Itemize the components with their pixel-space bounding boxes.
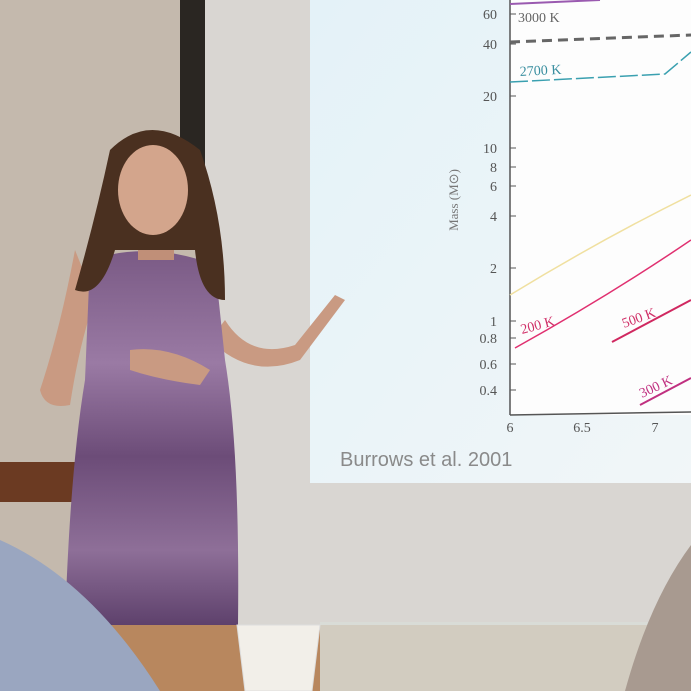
dress xyxy=(65,251,239,625)
x-axis xyxy=(509,411,691,416)
x-tick-label: 7 xyxy=(652,421,659,436)
curve xyxy=(509,33,691,44)
y-tick-label: 10 xyxy=(483,142,497,157)
y-tick-label: 2 xyxy=(490,262,497,277)
person-foreground xyxy=(625,545,691,691)
y-axis-label: Mass (M⊙) xyxy=(446,169,461,231)
face xyxy=(118,145,188,235)
y-tick-label: 4 xyxy=(490,210,497,225)
y-tick-label: 20 xyxy=(483,90,497,105)
ledge xyxy=(0,462,75,502)
x-tick-label: 6.5 xyxy=(573,421,591,436)
hands xyxy=(130,349,210,385)
curve-label: 3000 K xyxy=(518,11,560,26)
cup xyxy=(236,624,321,692)
arm xyxy=(210,295,345,367)
presenter xyxy=(40,130,345,625)
shirt xyxy=(0,540,160,691)
curve xyxy=(514,239,691,349)
curve xyxy=(509,51,691,83)
y-tick-label: 0.4 xyxy=(480,384,498,399)
plot-area xyxy=(510,0,691,415)
curve xyxy=(509,194,691,296)
y-tick-label: 0.6 xyxy=(480,358,498,373)
y-tick-label: 60 xyxy=(483,8,497,23)
y-tick-label: 8 xyxy=(490,161,497,176)
curve xyxy=(509,0,601,5)
y-tick-label: 0.8 xyxy=(480,332,498,347)
y-tick-label: 6 xyxy=(490,180,497,195)
y-tick-label: 40 xyxy=(483,38,497,53)
curve xyxy=(611,299,691,343)
table-glass xyxy=(320,622,650,691)
citation: Burrows et al. 2001 xyxy=(340,449,512,471)
curve xyxy=(639,377,691,406)
y-tick-label: 1 xyxy=(490,315,497,330)
curve-label: 2700 K xyxy=(519,63,561,80)
x-tick-label: 6 xyxy=(507,421,514,436)
